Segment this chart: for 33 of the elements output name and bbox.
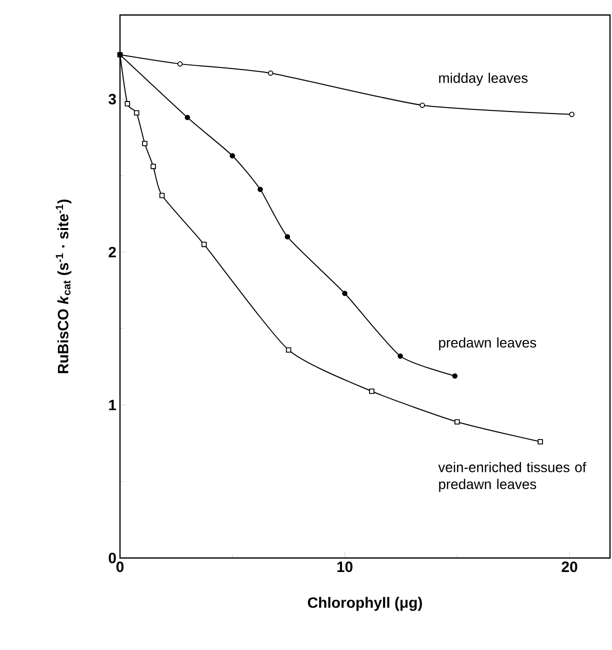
x-tick-label: 20 bbox=[562, 562, 578, 572]
point bbox=[569, 112, 574, 118]
series-label: midday leaves bbox=[439, 72, 528, 86]
y-tick-label: 2 bbox=[108, 246, 116, 258]
series-label: predawn leaves bbox=[439, 337, 536, 350]
point bbox=[538, 439, 543, 444]
text: vein-enriched tissues of predawn leaves bbox=[438, 462, 586, 492]
point bbox=[398, 353, 403, 359]
point bbox=[184, 114, 190, 120]
y-tick-label: 3 bbox=[108, 94, 116, 104]
point bbox=[124, 101, 130, 106]
point bbox=[177, 61, 183, 67]
y-tick-label: 1 bbox=[109, 400, 116, 410]
point bbox=[230, 153, 236, 158]
y-axis-title: RuBisCO k$_{cat}$ (s$^{-1}$ · site$^{-1}$) bbox=[56, 200, 72, 374]
point bbox=[134, 110, 140, 116]
point bbox=[159, 192, 165, 198]
point bbox=[420, 102, 425, 108]
point bbox=[454, 419, 460, 425]
x-tick-label: 0 bbox=[116, 562, 124, 572]
point bbox=[369, 388, 374, 394]
point bbox=[150, 164, 156, 170]
x-axis-title: Chlorophyll (μg) bbox=[308, 596, 422, 611]
point bbox=[286, 347, 292, 353]
point bbox=[142, 140, 148, 146]
point bbox=[284, 234, 290, 240]
point bbox=[268, 70, 274, 76]
y-tick-label: 0 bbox=[108, 552, 116, 564]
point bbox=[258, 186, 263, 192]
point bbox=[452, 373, 458, 379]
point bbox=[342, 290, 348, 296]
point bbox=[201, 242, 207, 248]
x-tick-label: 10 bbox=[337, 562, 352, 572]
